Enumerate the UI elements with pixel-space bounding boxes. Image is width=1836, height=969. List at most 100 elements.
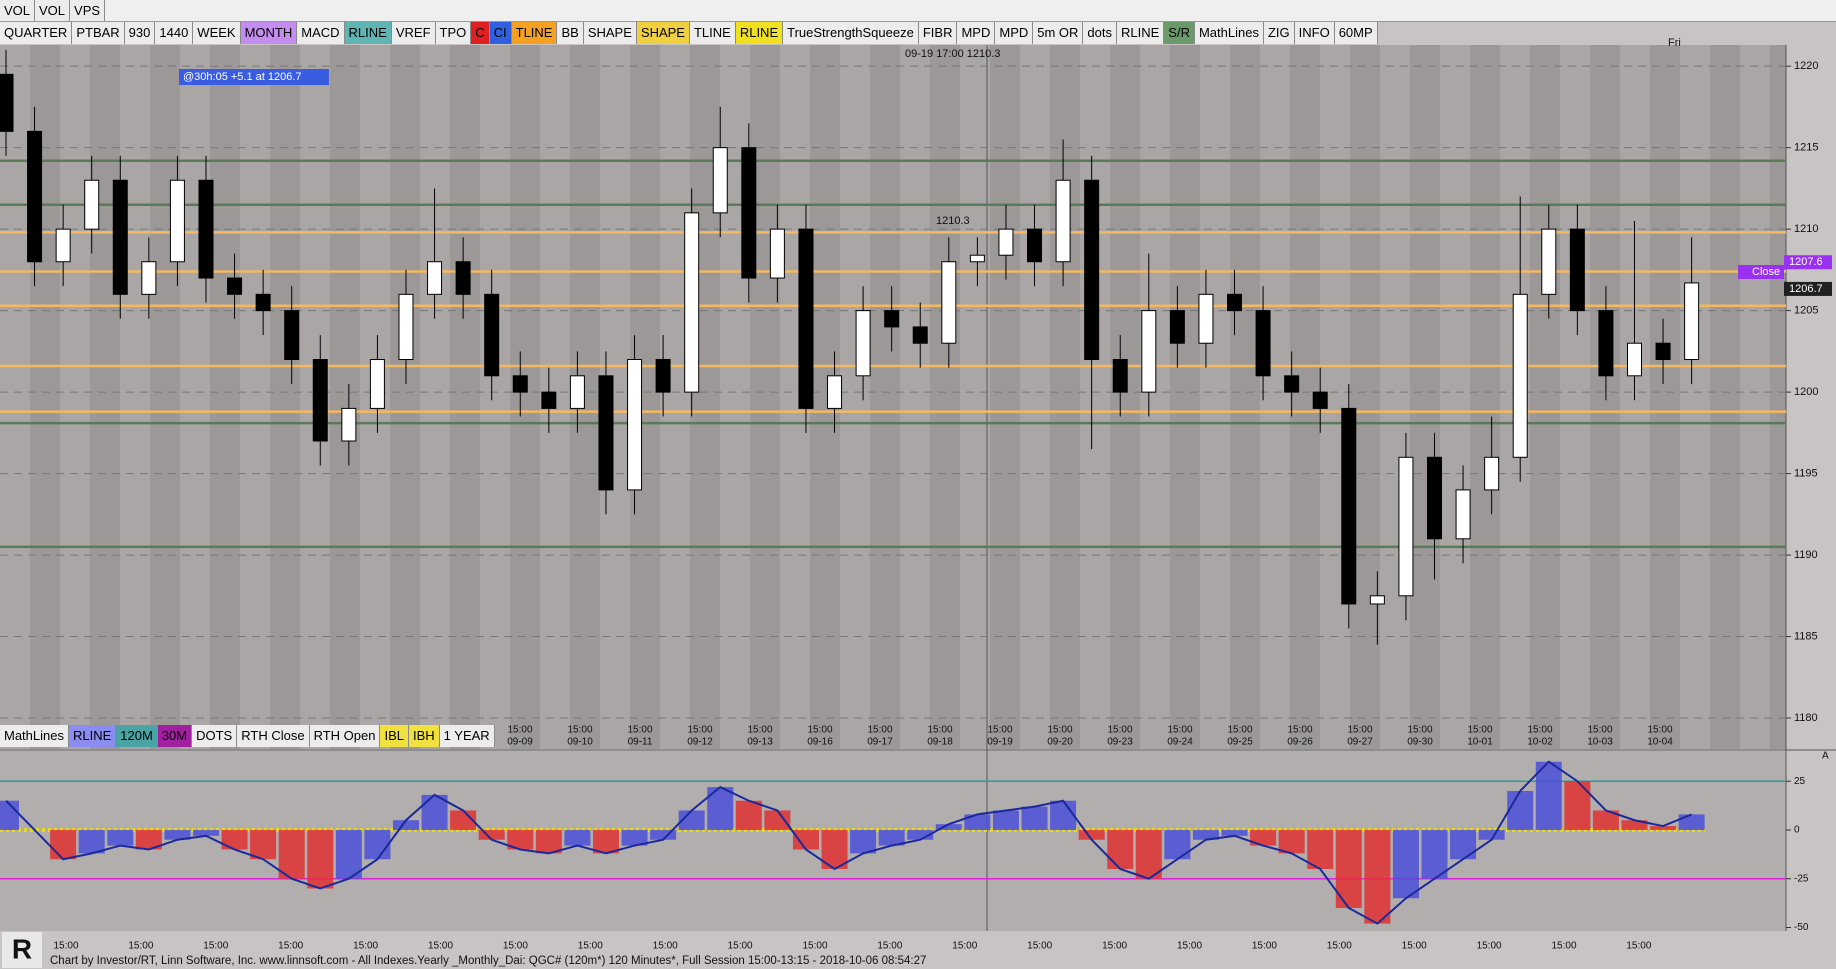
toolbar-button[interactable]: VOL (35, 0, 71, 21)
toolbar-button[interactable]: BB (557, 22, 584, 44)
toolbar-button[interactable]: 930 (124, 22, 156, 44)
session-stripe (210, 45, 240, 749)
candle-body (941, 261, 957, 344)
x-tick-time: 15:00 (1287, 725, 1312, 736)
toolbar-button[interactable]: dots (1083, 22, 1117, 44)
x-tick-time: 15:00 (747, 725, 772, 736)
x-tick-time: 15:00 (1407, 725, 1432, 736)
toolbar-button[interactable]: INFO (1294, 22, 1335, 44)
toolbar-button[interactable]: SHAPE (636, 22, 690, 44)
toolbar-button[interactable]: TLINE (511, 22, 558, 44)
x-tick-time: 15:00 (1647, 725, 1672, 736)
toolbar-button[interactable]: ZIG (1263, 22, 1295, 44)
session-stripe (1170, 45, 1200, 749)
histogram-bar (1050, 800, 1077, 830)
toolbar-button[interactable]: CI (489, 22, 512, 44)
toolbar-button[interactable]: 120M (116, 725, 158, 747)
price-tag-label: 1206.7 (1789, 283, 1823, 295)
toolbar-button[interactable]: MPD (957, 22, 996, 44)
candle-body (912, 326, 928, 344)
toolbar-button[interactable]: 60MP (1334, 22, 1378, 44)
toolbar-button[interactable]: RLINE (1117, 22, 1165, 44)
x-tick-time: 15:00 (807, 725, 832, 736)
y-tick-label: 1185 (1794, 630, 1818, 642)
toolbar-button[interactable]: IBL (380, 725, 409, 747)
toolbar-button[interactable]: TPO (435, 22, 472, 44)
candle-body (1255, 310, 1271, 377)
candle-body (769, 228, 785, 279)
x-tick-time: 15:00 (428, 941, 453, 952)
toolbar-button[interactable]: VOL (0, 0, 36, 21)
y-tick-label: 1220 (1794, 60, 1818, 72)
histogram-bar (307, 829, 334, 889)
histogram-bar (335, 829, 362, 879)
toolbar-button[interactable]: MPD (995, 22, 1034, 44)
session-stripe (270, 45, 300, 749)
indicator-axis-bg (1786, 751, 1836, 931)
toolbar-button[interactable]: MathLines (0, 725, 69, 747)
candle-body (1198, 293, 1214, 344)
toolbar-button[interactable]: WEEK (193, 22, 241, 44)
toolbar-button[interactable]: RLINE (735, 22, 784, 44)
toolbar-button[interactable]: MONTH (240, 22, 298, 44)
x-tick-time: 15:00 (867, 725, 892, 736)
x-tick-time: 15:00 (567, 725, 592, 736)
histogram-bar (1192, 829, 1219, 840)
price-annotation: 1210.3 (936, 215, 970, 227)
toolbar-button[interactable]: 30M (157, 725, 193, 747)
toolbar-button[interactable]: MACD (297, 22, 345, 44)
toolbar-button[interactable]: VPS (70, 0, 106, 21)
x-tick-time: 15:00 (1027, 941, 1052, 952)
toolbar-button[interactable]: TLINE (689, 22, 736, 44)
toolbar-button[interactable]: RTH Open (309, 725, 381, 747)
histogram-bar (850, 829, 877, 854)
candle-body (1084, 179, 1100, 361)
x-tick-time: 15:00 (1047, 725, 1072, 736)
histogram-bar (1592, 810, 1619, 830)
candle-body (427, 261, 443, 295)
toolbar-button[interactable]: RTH Close (237, 725, 310, 747)
toolbar-button[interactable]: IBH (409, 725, 440, 747)
x-tick-time: 15:00 (987, 725, 1012, 736)
day-label: Fri (1668, 37, 1681, 49)
toolbar-button[interactable]: 1440 (155, 22, 194, 44)
candle-body (684, 212, 700, 393)
toolbar-button[interactable]: RLINE (68, 725, 117, 747)
timer-label: @30h:05 +5.1 at 1206.7 (183, 71, 302, 83)
y-tick-label: 1180 (1794, 712, 1818, 724)
toolbar-button[interactable]: DOTS (192, 725, 238, 747)
toolbar-button[interactable]: QUARTER (0, 22, 73, 44)
toolbar-button[interactable]: FIBR (918, 22, 958, 44)
toolbar-button[interactable]: TrueStrengthSqueeze (783, 22, 919, 44)
toolbar-button[interactable]: VREF (391, 22, 436, 44)
toolbar-button[interactable]: C (471, 22, 490, 44)
x-tick-time: 15:00 (687, 725, 712, 736)
y-tick-label: -25 (1794, 873, 1809, 884)
histogram-bar (1535, 761, 1562, 830)
histogram-bar (164, 829, 191, 840)
x-tick-date: 09-24 (1167, 737, 1193, 748)
toolbar-button[interactable]: RLINE (344, 22, 392, 44)
toolbar-button[interactable]: SHAPE (583, 22, 637, 44)
x-tick-time: 15:00 (1626, 941, 1651, 952)
session-stripe (1110, 45, 1140, 749)
toolbar-button[interactable]: MathLines (1194, 22, 1264, 44)
histogram-bar (1450, 829, 1477, 860)
x-tick-date: 09-23 (1107, 737, 1133, 748)
histogram-bar (564, 829, 591, 846)
candle-body (598, 375, 614, 491)
footer: Chart by Investor/RT, Linn Software, Inc… (50, 955, 927, 967)
toolbar-button[interactable]: 1 YEAR (439, 725, 495, 747)
toolbar-button[interactable]: PTBAR (72, 22, 125, 44)
histogram-bar (992, 810, 1019, 830)
toolbar-button[interactable]: 5m OR (1033, 22, 1084, 44)
x-tick-time: 15:00 (578, 941, 603, 952)
candle-body (512, 375, 528, 393)
candle-body (1398, 456, 1414, 597)
x-tick-time: 15:00 (1467, 725, 1492, 736)
x-tick-time: 15:00 (503, 941, 528, 952)
toolbar-button[interactable]: S/R (1164, 22, 1195, 44)
x-tick-date: 09-27 (1347, 737, 1373, 748)
